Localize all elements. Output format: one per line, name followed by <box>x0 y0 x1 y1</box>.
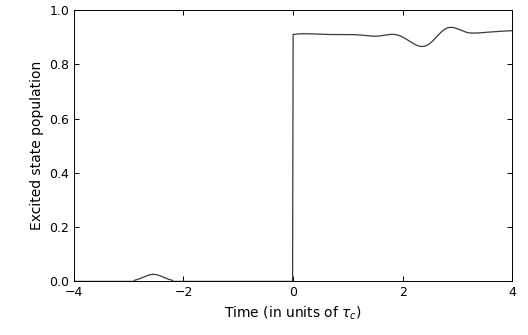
Y-axis label: Excited state population: Excited state population <box>30 61 43 230</box>
X-axis label: Time (in units of $\tau_c$): Time (in units of $\tau_c$) <box>224 305 362 322</box>
